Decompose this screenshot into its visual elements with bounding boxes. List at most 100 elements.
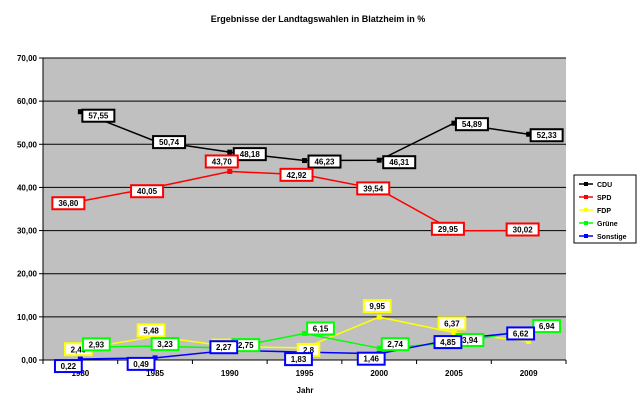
data-label-box [505,222,540,237]
data-label-box [356,351,386,366]
x-tick-label: 2009 [520,369,538,378]
data-label-box [506,326,536,341]
data-label: 3,94 [462,336,478,345]
data-label: 0,49 [133,360,149,369]
data-label: 50,74 [159,138,180,147]
data-point-cdu [77,109,83,115]
y-tick-label: 60,00 [17,97,38,106]
data-label-box [437,316,467,331]
data-label: 46,31 [389,158,410,167]
y-tick-label: 20,00 [17,270,38,279]
data-point-grüne [376,345,382,351]
legend: CDU SPD FDP Grüne Sonstige [573,174,637,244]
data-label-box [362,299,392,314]
legend-label: Grüne [597,221,618,228]
data-label: 30,02 [513,225,534,234]
legend-label: Sonstige [597,234,627,241]
data-point-cdu [526,131,532,137]
legend-box [573,174,637,244]
data-label: 9,95 [369,302,385,311]
data-point-cdu [227,149,233,155]
data-label: 48,18 [240,150,261,159]
data-label: 6,15 [313,324,329,333]
data-label-box [81,337,111,352]
data-point-cdu [302,158,307,164]
data-point-cdu [451,120,457,126]
y-tick-label: 40,00 [17,183,38,192]
data-label-box [529,128,564,143]
data-label: 54,89 [462,120,483,129]
data-label-box [307,154,342,169]
data-label: 2,27 [216,343,232,352]
data-label: 1,46 [363,355,379,364]
chart-title: Ergebnisse der Landtagswahlen in Blatzhe… [211,14,426,24]
legend-label: SPD [597,195,611,202]
data-label-box [204,154,239,169]
data-label-box [356,181,391,196]
y-axis-tick-labels: 0,00 10,00 20,00 30,00 40,00 50,00 60,00 70,00 [17,54,38,365]
data-label-box [433,335,463,350]
legend-marker [584,234,588,238]
x-tick-label: 1980 [71,369,89,378]
data-label-box [152,135,187,150]
y-tick-label: 10,00 [17,313,38,322]
data-point-spd [227,168,233,174]
data-label: 36,80 [58,199,79,208]
data-label: 29,95 [438,225,459,234]
x-tick-label: 2000 [370,369,388,378]
data-label: 52,33 [537,131,558,140]
data-label: 2,8 [303,346,315,355]
data-label: 0,22 [61,362,77,371]
y-tick-label: 0,00 [21,356,37,365]
data-label: 3,23 [157,340,173,349]
data-label: 46,23 [314,158,335,167]
data-label-box [454,117,489,132]
legend-marker [584,195,588,199]
data-label: 6,37 [444,320,460,329]
data-label-box [136,323,166,338]
data-label: 2,75 [238,341,254,350]
x-axis-label: Jahr [297,386,314,395]
data-label: 43,70 [212,157,233,166]
x-tick-label: 1995 [296,369,314,378]
data-label: 42,92 [286,171,307,180]
data-label-box [51,196,86,211]
data-label: 5,48 [143,326,159,335]
data-label: 2,49 [71,345,87,354]
data-label-box [382,155,417,170]
data-label-box [130,184,165,199]
data-point-fdp [376,314,382,320]
y-tick-label: 70,00 [17,54,38,63]
data-point-grüne [302,330,307,336]
x-axis-tick-labels: 1980 1985 1990 1995 2000 2005 2009 [71,369,538,378]
data-label: 57,55 [88,112,109,121]
x-tick-label: 1985 [146,369,164,378]
legend-marker [584,208,588,212]
data-label-box [279,167,314,182]
data-label-box [232,147,267,162]
data-label-box [306,321,335,336]
plot-area [43,58,566,360]
data-label: 6,62 [513,329,529,338]
legend-label: CDU [597,182,612,189]
legend-marker [584,221,588,225]
data-label-box [126,356,156,371]
gridlines [39,57,566,361]
data-point-fdp [451,330,457,336]
data-label: 6,94 [539,322,555,331]
x-tick-label: 2005 [445,369,463,378]
legend-label: FDP [597,208,611,215]
legend-marker [584,182,588,186]
data-label: 39,54 [363,184,384,193]
data-label: 2,74 [387,340,403,349]
data-label-box [150,337,180,352]
x-tick-label: 1990 [221,369,239,378]
data-label-box [430,221,465,236]
data-labels: 57,55 50,74 48,18 46,23 46,31 54,89 52,33 36,80… [51,108,564,374]
data-label-box [209,340,239,355]
data-label-box [81,108,116,123]
y-tick-label: 50,00 [17,140,38,149]
data-label: 1,83 [291,355,307,364]
data-label-box [380,337,410,352]
